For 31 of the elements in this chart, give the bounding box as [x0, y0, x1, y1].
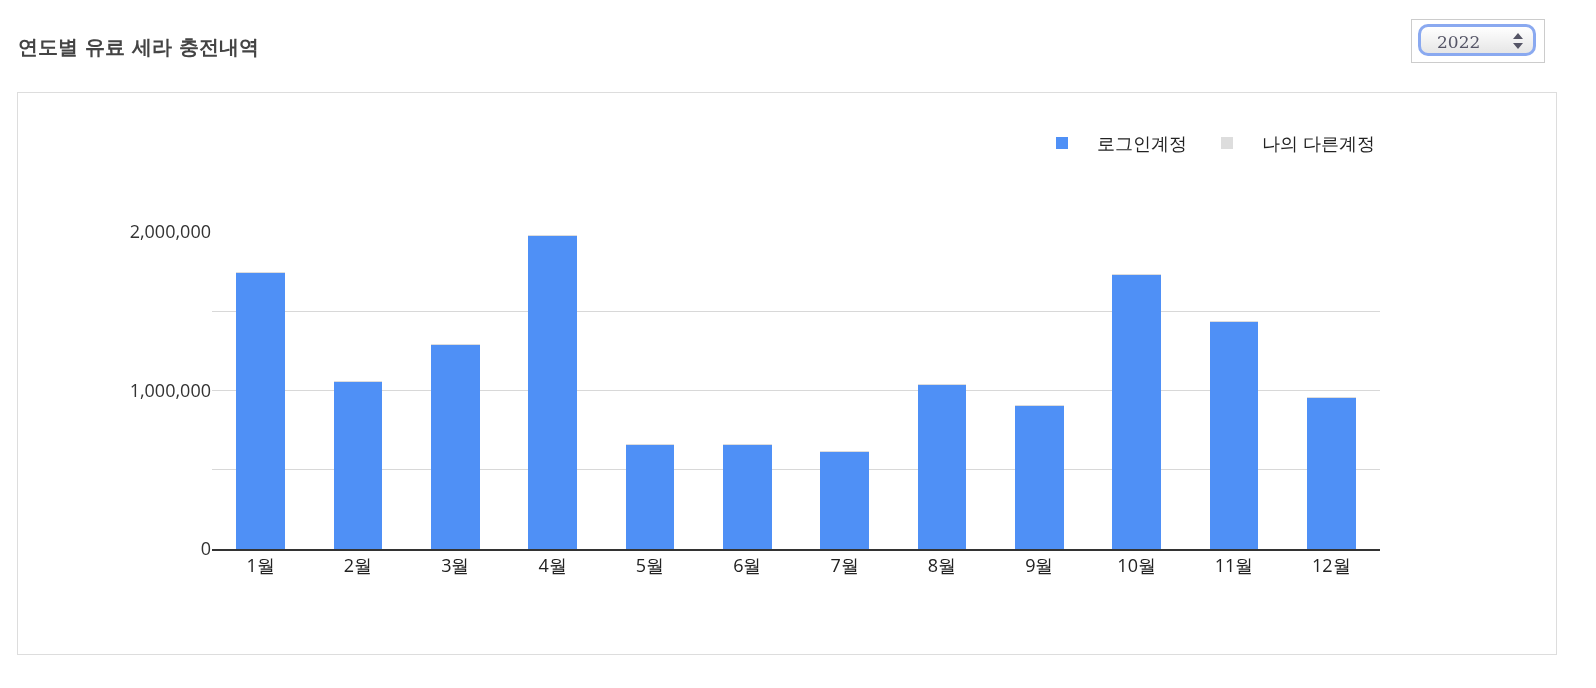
x-tick-label: 11월: [1214, 553, 1254, 578]
bar: [333, 381, 383, 549]
bar: [723, 445, 772, 549]
x-tick-label: 10월: [1117, 553, 1156, 578]
bar: [820, 451, 869, 549]
legend-label: 로그인계정: [1097, 130, 1187, 155]
x-tick-label: 9월: [1025, 553, 1054, 578]
bar: [431, 344, 480, 549]
bar: [236, 273, 285, 549]
y-tick-label: 1,000,000: [129, 377, 211, 402]
bar: [1015, 405, 1064, 549]
bar: [917, 384, 967, 549]
x-tick-label: 2월: [343, 553, 373, 578]
y-tick-label: 2,000,000: [129, 219, 211, 244]
bar: [1112, 274, 1161, 549]
bar: [528, 235, 577, 549]
x-tick-label: 4월: [538, 553, 567, 578]
bar: [1307, 397, 1356, 549]
chart-title: 연도별 유료 세라 충전내역: [18, 34, 259, 61]
x-tick-label: 12월: [1312, 553, 1351, 578]
x-tick-label: 5월: [635, 553, 665, 578]
x-tick-label: 1월: [246, 553, 275, 578]
y-tick-label: 0: [200, 536, 211, 561]
legend-label: 나의 다른계정: [1262, 130, 1375, 155]
x-tick-label: 7월: [830, 553, 859, 578]
text: 2022: [1437, 32, 1481, 52]
x-tick-label: 6월: [733, 553, 762, 578]
x-tick-label: 3월: [441, 553, 470, 578]
bar: [625, 445, 675, 549]
bar: [1209, 321, 1259, 549]
x-tick-label: 8월: [927, 553, 957, 578]
